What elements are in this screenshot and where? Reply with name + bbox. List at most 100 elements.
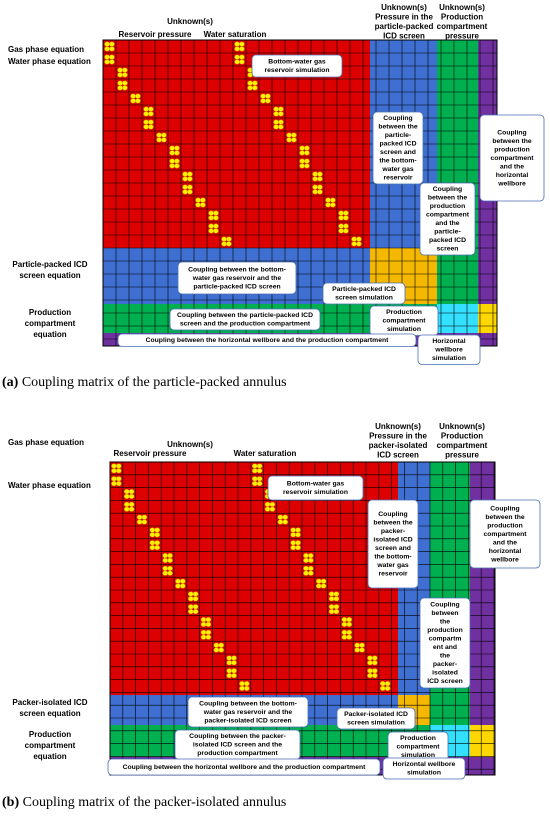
nonzero-entry — [371, 655, 378, 661]
matrix-block — [437, 248, 478, 304]
nonzero-entry — [269, 501, 276, 507]
nonzero-entry — [234, 59, 240, 65]
nonzero-entry — [239, 54, 245, 60]
callout-text: compartment — [382, 318, 426, 325]
nonzero-entry — [205, 617, 212, 623]
nonzero-entry — [328, 591, 335, 597]
nonzero-entry — [251, 476, 258, 482]
nonzero-entry — [317, 171, 323, 177]
callout-text: compartment — [490, 155, 534, 162]
nonzero-entry — [192, 591, 199, 597]
callout-text: water gas reservoir and the — [203, 709, 293, 716]
nonzero-entry — [182, 171, 188, 177]
callout-text: Coupling between the particle-packed ICD — [177, 312, 313, 319]
callout-text: isolated — [432, 670, 458, 677]
nonzero-entry — [251, 468, 258, 474]
callout-box — [107, 758, 381, 776]
nonzero-entry — [213, 647, 220, 653]
nonzero-entry — [162, 553, 168, 559]
nonzero-entry — [141, 514, 148, 520]
callout-box — [177, 261, 297, 295]
callout-box — [372, 111, 424, 185]
nonzero-entry — [290, 545, 297, 551]
nonzero-entry — [148, 106, 154, 112]
nonzero-entry — [367, 655, 373, 661]
nonzero-entry — [303, 553, 309, 559]
nonzero-entry — [109, 54, 115, 60]
nonzero-entry — [290, 527, 297, 533]
callout-text: between the — [492, 138, 531, 145]
nonzero-entry — [154, 545, 160, 551]
caption-text: Coupling matrix of the packer-isolated a… — [19, 795, 286, 810]
caption-text: Coupling matrix of the particle-packed a… — [18, 375, 286, 390]
nonzero-entry — [384, 681, 391, 687]
nonzero-entry — [192, 604, 199, 610]
nonzero-entry — [187, 171, 193, 177]
nonzero-entry — [169, 150, 175, 156]
nonzero-entry — [367, 668, 373, 674]
nonzero-entry — [343, 223, 349, 229]
nonzero-entry — [239, 59, 245, 65]
nonzero-entry — [116, 468, 122, 474]
caption: (b) Coupling matrix of the packer-isolat… — [2, 795, 286, 810]
callout-text: Production — [386, 309, 422, 316]
nonzero-entry — [167, 570, 173, 576]
nonzero-entry — [175, 583, 181, 589]
nonzero-entry — [338, 228, 344, 234]
callout-text: packer- — [433, 661, 457, 668]
callout-text: Coupling — [490, 505, 519, 512]
nonzero-entry — [156, 137, 162, 143]
nonzero-entry — [122, 85, 128, 91]
nonzero-entry — [303, 557, 309, 563]
nonzero-entry — [315, 583, 322, 589]
callout-text: reservoir simulation — [283, 489, 348, 496]
nonzero-entry — [239, 685, 245, 691]
nonzero-entry — [295, 532, 301, 538]
nonzero-entry — [282, 514, 289, 520]
header-label: Reservoir pressure — [114, 449, 187, 458]
nonzero-entry — [200, 202, 206, 208]
nonzero-entry — [231, 655, 237, 661]
caption: (a) Coupling matrix of the particle-pack… — [2, 375, 287, 390]
nonzero-entry — [221, 236, 227, 242]
nonzero-entry — [379, 681, 386, 687]
callout-text: reservoir simulation — [265, 67, 330, 74]
nonzero-entry — [299, 163, 305, 169]
nonzero-entry — [161, 132, 167, 138]
callout-text: particle-packed ICD screen — [193, 283, 280, 290]
callout-text: between — [431, 610, 458, 617]
callout-box — [187, 696, 309, 728]
nonzero-entry — [346, 634, 353, 640]
nonzero-entry — [154, 532, 160, 538]
nonzero-entry — [122, 80, 128, 86]
nonzero-entry — [154, 527, 160, 533]
nonzero-entry — [116, 476, 122, 482]
nonzero-entry — [148, 119, 154, 125]
nonzero-entry — [291, 132, 297, 138]
nonzero-entry — [273, 106, 279, 112]
nonzero-entry — [111, 476, 117, 482]
callout-box — [417, 334, 481, 365]
callout-box — [336, 707, 416, 730]
nonzero-entry — [109, 46, 115, 52]
nonzero-entry — [252, 80, 258, 86]
row-label: Gas phase equation — [8, 45, 84, 54]
nonzero-entry — [116, 463, 122, 469]
nonzero-entry — [143, 119, 149, 125]
header-label: Unknown(s) — [375, 422, 421, 431]
nonzero-entry — [226, 655, 232, 661]
callout-text: horizontal — [496, 172, 529, 179]
nonzero-entry — [143, 124, 149, 130]
nonzero-entry — [333, 604, 340, 610]
callout-text: Coupling — [383, 115, 412, 122]
callout-box — [267, 475, 364, 501]
callout-text: wellbore — [497, 180, 526, 187]
nonzero-entry — [379, 685, 386, 691]
callout-box — [419, 597, 471, 689]
callout-text: Coupling between the packer- — [189, 733, 286, 740]
nonzero-entry — [359, 642, 365, 648]
nonzero-entry — [179, 583, 186, 589]
nonzero-entry — [247, 85, 253, 91]
nonzero-entry — [256, 476, 263, 482]
header-label: Unknown(s) — [167, 17, 213, 26]
